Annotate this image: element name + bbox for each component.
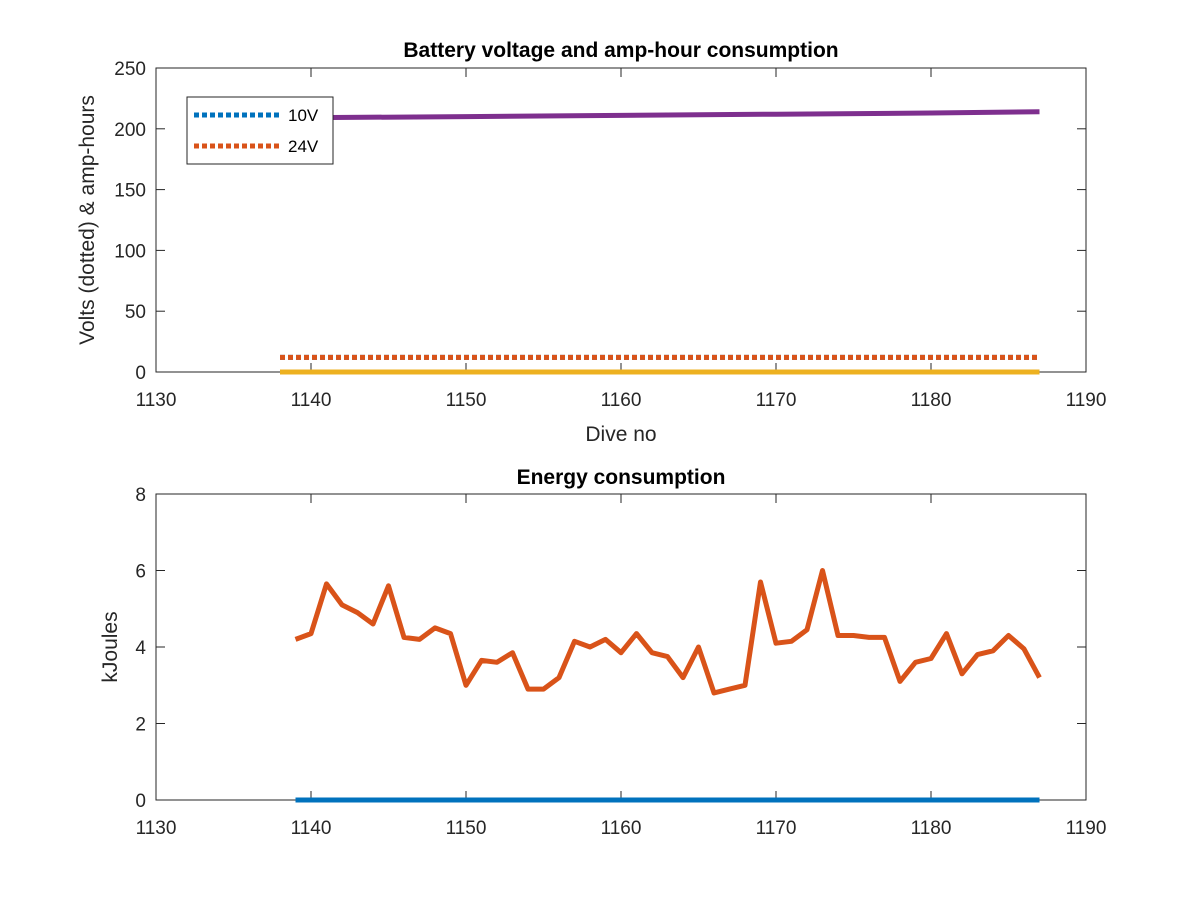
plot-area-frame xyxy=(155,493,1087,801)
x-tick-label: 1130 xyxy=(136,818,177,839)
x-axis-label: Dive no xyxy=(585,423,656,446)
legend-label-24v: 24V xyxy=(288,137,319,156)
legend-label-10v: 10V xyxy=(288,106,319,125)
y-tick-label: 150 xyxy=(114,181,146,202)
y-tick-label: 250 xyxy=(114,59,146,80)
y-tick-label: 4 xyxy=(135,638,146,659)
y-tick-label: 2 xyxy=(135,715,146,736)
x-tick-label: 1160 xyxy=(601,818,642,839)
y-tick-label: 100 xyxy=(114,241,146,262)
chart-title: Battery voltage and amp-hour consumption xyxy=(403,39,838,62)
y-axis-label: Volts (dotted) & amp-hours xyxy=(76,95,99,345)
y-tick-label: 50 xyxy=(125,302,146,323)
legend: 10V 24V xyxy=(186,96,334,165)
y-tick-label: 0 xyxy=(135,363,146,384)
x-tick-label: 1190 xyxy=(1066,818,1107,839)
x-tick-label: 1150 xyxy=(446,818,487,839)
y-axis-label: kJoules xyxy=(99,611,122,682)
x-tick-label: 1190 xyxy=(1066,390,1107,411)
x-tick-label: 1150 xyxy=(446,390,487,411)
x-tick-label: 1130 xyxy=(136,390,177,411)
series-line-1 xyxy=(294,568,1042,696)
y-tick-label: 0 xyxy=(135,791,146,812)
x-tick-label: 1180 xyxy=(911,390,952,411)
x-tick-label: 1170 xyxy=(756,818,797,839)
y-tick-label: 6 xyxy=(135,562,146,583)
x-tick-label: 1170 xyxy=(756,390,797,411)
y-tick-label: 8 xyxy=(135,485,146,506)
x-tick-label: 1140 xyxy=(291,818,332,839)
voltage-amphour-chart: 1130 1140 1150 1160 1170 1180 1190 0 50 100 150 200… xyxy=(76,39,1106,446)
chart-title: Energy consumption xyxy=(517,466,726,489)
y-tick-label: 200 xyxy=(114,120,146,141)
x-tick-label: 1180 xyxy=(911,818,952,839)
series-line-3 xyxy=(279,109,1040,121)
legend-box xyxy=(186,96,334,165)
x-tick-label: 1160 xyxy=(601,390,642,411)
energy-consumption-chart: 1130 1140 1150 1160 1170 1180 1190 0 2 4 6 8 Energy … xyxy=(99,466,1106,839)
x-tick-label: 1140 xyxy=(291,390,332,411)
